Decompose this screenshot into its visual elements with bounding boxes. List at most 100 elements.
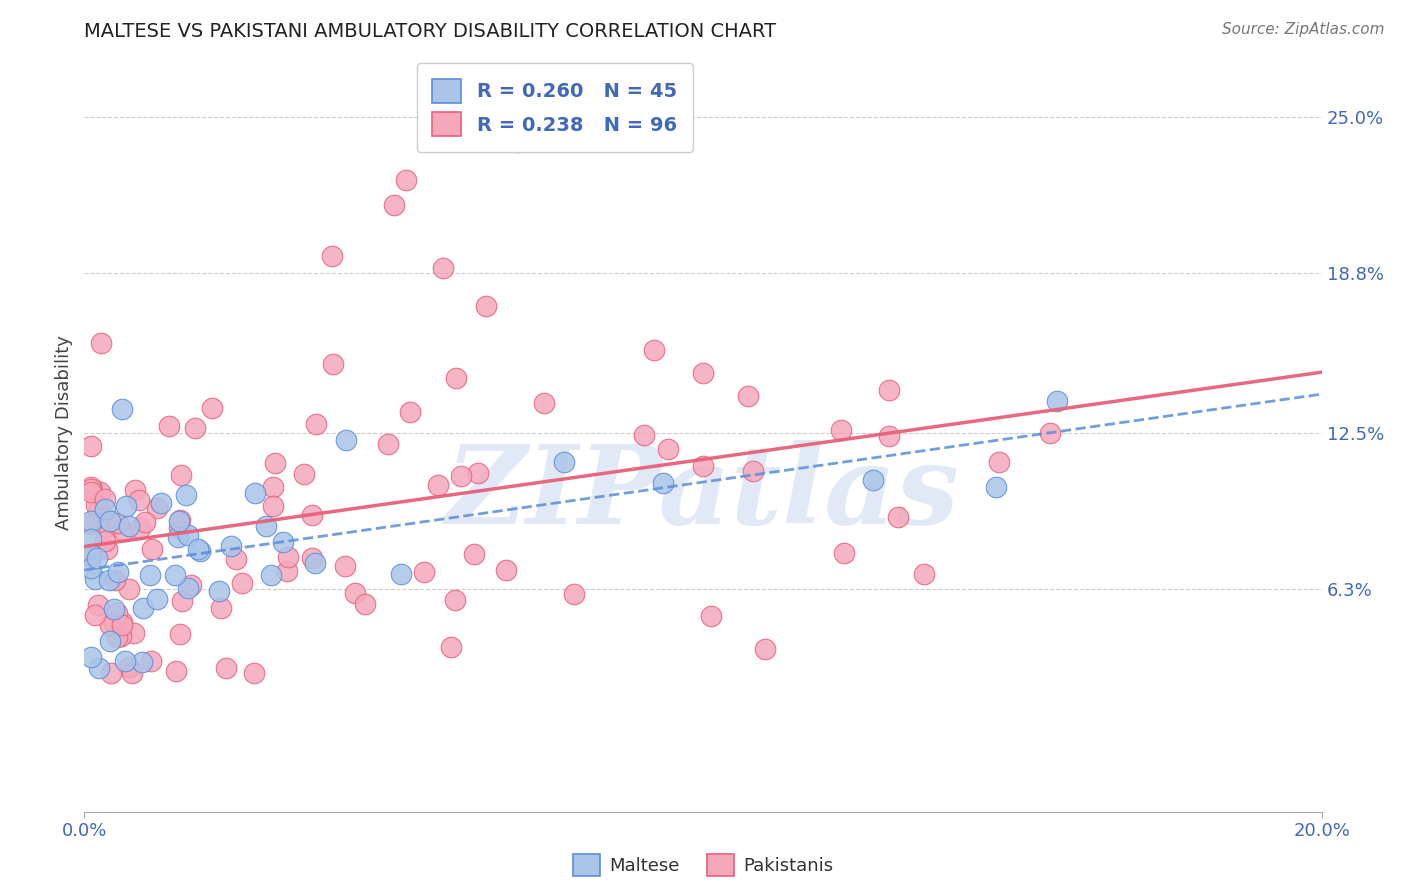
Point — [157, 419, 180, 434]
Point — [139, 654, 162, 668]
Text: MALTESE VS PAKISTANI AMBULATORY DISABILITY CORRELATION CHART: MALTESE VS PAKISTANI AMBULATORY DISABILI… — [84, 21, 776, 41]
Point — [79, 547, 101, 561]
Point — [79, 438, 101, 452]
Point — [260, 568, 283, 582]
Point — [90, 335, 112, 350]
Point — [432, 261, 454, 276]
Point — [170, 594, 193, 608]
Point — [209, 601, 232, 615]
Point — [79, 516, 101, 531]
Point — [131, 655, 153, 669]
Point — [633, 428, 655, 442]
Point — [169, 514, 191, 528]
Point — [1046, 394, 1069, 409]
Point — [495, 563, 517, 577]
Point — [96, 541, 118, 556]
Point — [877, 383, 900, 397]
Point — [187, 541, 209, 556]
Point — [146, 592, 169, 607]
Point — [322, 357, 344, 371]
Point — [304, 557, 326, 571]
Point — [215, 660, 238, 674]
Point — [86, 504, 108, 518]
Point — [128, 492, 150, 507]
Point — [167, 521, 190, 535]
Point — [231, 576, 253, 591]
Point — [84, 608, 107, 623]
Point — [353, 597, 375, 611]
Point — [737, 389, 759, 403]
Point — [276, 564, 298, 578]
Point — [129, 521, 152, 535]
Point — [699, 609, 721, 624]
Point — [80, 514, 103, 528]
Point — [426, 477, 449, 491]
Point — [115, 499, 138, 513]
Point — [413, 566, 436, 580]
Point — [114, 654, 136, 668]
Point — [134, 515, 156, 529]
Point — [208, 584, 231, 599]
Point — [79, 560, 101, 574]
Point — [912, 566, 935, 581]
Point — [984, 480, 1007, 494]
Point — [862, 474, 884, 488]
Point — [264, 456, 287, 470]
Point — [553, 455, 575, 469]
Point — [440, 640, 463, 654]
Point — [118, 582, 141, 596]
Point — [169, 513, 191, 527]
Point — [122, 625, 145, 640]
Point — [335, 433, 357, 447]
Point — [450, 468, 472, 483]
Point — [79, 532, 101, 546]
Point — [277, 549, 299, 564]
Point — [107, 516, 129, 531]
Point — [188, 544, 211, 558]
Point — [98, 618, 121, 632]
Point — [104, 574, 127, 588]
Point — [105, 630, 128, 644]
Point — [692, 459, 714, 474]
Point — [742, 464, 765, 478]
Point — [183, 421, 205, 435]
Point — [110, 629, 132, 643]
Point — [343, 586, 366, 600]
Point — [382, 198, 405, 212]
Point — [100, 514, 122, 528]
Point — [111, 618, 134, 632]
Point — [165, 568, 187, 582]
Point — [225, 552, 247, 566]
Point — [97, 573, 120, 587]
Point — [651, 475, 673, 490]
Point — [754, 641, 776, 656]
Point — [89, 484, 111, 499]
Point — [165, 665, 187, 679]
Point — [321, 249, 343, 263]
Point — [79, 485, 101, 500]
Point — [262, 499, 284, 513]
Point — [463, 547, 485, 561]
Point — [94, 534, 117, 549]
Point — [121, 665, 143, 680]
Y-axis label: Ambulatory Disability: Ambulatory Disability — [55, 335, 73, 530]
Point — [292, 467, 315, 481]
Point — [335, 559, 357, 574]
Point — [180, 578, 202, 592]
Point — [100, 665, 122, 680]
Point — [533, 396, 555, 410]
Point — [79, 549, 101, 564]
Point — [79, 480, 101, 494]
Point — [149, 496, 172, 510]
Point — [305, 417, 328, 431]
Point — [177, 582, 200, 596]
Point — [112, 524, 135, 539]
Point — [87, 598, 110, 612]
Point — [141, 541, 163, 556]
Legend: R = 0.260   N = 45, R = 0.238   N = 96: R = 0.260 N = 45, R = 0.238 N = 96 — [416, 63, 693, 152]
Point — [301, 551, 323, 566]
Point — [399, 405, 422, 419]
Point — [145, 501, 167, 516]
Point — [444, 593, 467, 607]
Point — [692, 366, 714, 380]
